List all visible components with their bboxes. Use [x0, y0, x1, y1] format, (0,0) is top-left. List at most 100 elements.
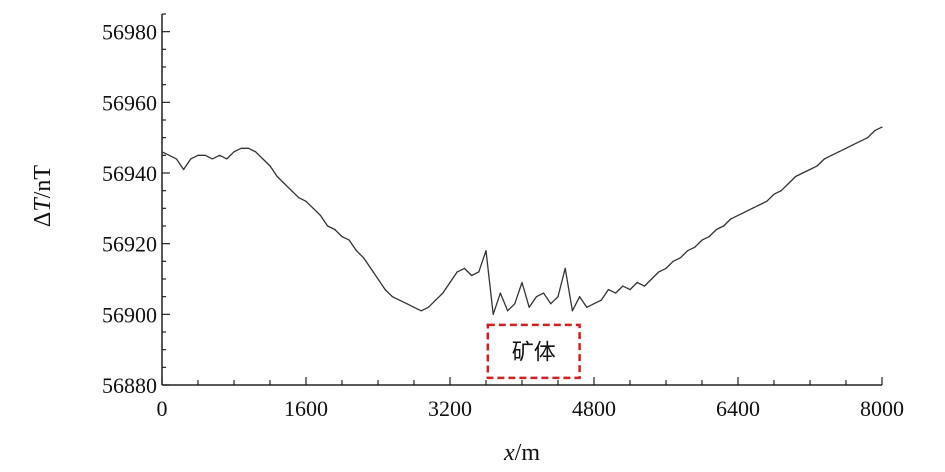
data-point [514, 303, 516, 305]
data-point [168, 154, 170, 156]
data-point [809, 168, 811, 171]
data-point [471, 274, 473, 277]
data-point [535, 296, 538, 298]
data-point [802, 172, 804, 174]
data-point [226, 158, 228, 160]
y-tick-label: 56920 [102, 232, 157, 257]
y-axis-title: ΔT/nT [30, 165, 56, 227]
data-point [881, 126, 883, 128]
data-point [816, 165, 818, 167]
data-point [399, 299, 401, 301]
data-point [355, 250, 357, 252]
data-point [672, 260, 674, 262]
data-point [283, 183, 285, 185]
data-point [701, 239, 703, 241]
data-point [787, 183, 790, 185]
y-tick-label: 56940 [102, 161, 157, 186]
data-point [838, 151, 840, 153]
annotation-box: 矿体 [486, 323, 581, 380]
data-point [593, 303, 595, 305]
x-tick-label: 4800 [572, 396, 616, 421]
data-point [219, 154, 221, 156]
x-axis-title-unit: /m [515, 440, 541, 466]
y-axis-title-unit: /nT [30, 165, 56, 199]
data-point [499, 292, 501, 294]
x-axis-ticks: 0 1600 3200 4800 6400 8000 [157, 377, 904, 421]
data-point [391, 296, 393, 298]
data-point [780, 190, 782, 192]
data-point [413, 306, 415, 308]
data-point [629, 289, 631, 291]
data-point [363, 257, 365, 259]
data-point [751, 207, 754, 209]
plot-area: 56880 56900 56920 56940 56960 56980 0 1600 3200… [102, 13, 904, 421]
y-tick-label: 56980 [102, 20, 157, 45]
data-point [406, 303, 408, 305]
data-point [852, 144, 854, 146]
data-point [348, 239, 350, 241]
data-point [521, 281, 523, 284]
x-tick-label: 0 [157, 396, 168, 421]
data-point [463, 267, 465, 269]
data-point [312, 207, 314, 209]
data-point [427, 306, 429, 308]
data-point [658, 271, 660, 273]
data-point [327, 225, 329, 227]
data-point [615, 292, 617, 294]
y-tick-label: 56880 [102, 373, 157, 398]
data-point [730, 218, 732, 220]
data-point [298, 197, 300, 199]
data-point [449, 281, 451, 284]
data-point [233, 151, 235, 153]
x-axis-title: x/m [503, 440, 540, 466]
data-point [859, 140, 862, 142]
data-point [600, 299, 602, 301]
data-point [550, 303, 552, 305]
data-point [715, 228, 718, 231]
data-point [571, 310, 574, 312]
x-axis-title-symbol: x [503, 440, 515, 466]
orebody-annotation-rect [486, 323, 581, 380]
y-axis-title-symbol: T [30, 197, 56, 212]
data-point [276, 175, 278, 178]
data-point [255, 151, 257, 153]
data-point [507, 310, 509, 312]
data-point [291, 190, 293, 192]
data-point [831, 154, 833, 156]
x-tick-label: 1600 [284, 396, 328, 421]
data-point [759, 204, 761, 206]
data-point [679, 257, 682, 259]
x-tick-label: 3200 [428, 396, 472, 421]
data-point [823, 158, 826, 160]
data-point [211, 158, 213, 160]
data-point [485, 250, 487, 252]
data-point [773, 193, 775, 195]
data-point [478, 271, 480, 273]
data-point [737, 214, 739, 216]
data-point [384, 289, 386, 291]
orebody-annotation-label: 矿体 [512, 340, 556, 365]
data-point [723, 225, 725, 227]
data-point [377, 278, 379, 280]
data-point [190, 158, 192, 160]
series-points [161, 126, 883, 315]
data-point [528, 306, 530, 308]
data-point [240, 147, 242, 149]
data-point [636, 281, 638, 284]
data-point [874, 130, 876, 132]
data-point [795, 175, 797, 178]
data-point [442, 292, 444, 294]
data-point [492, 313, 494, 315]
data-point [744, 211, 746, 213]
y-axis-title-delta: Δ [30, 212, 56, 227]
data-point [420, 310, 422, 312]
data-point [708, 236, 710, 238]
data-point [694, 246, 696, 248]
x-tick-label: 8000 [860, 396, 904, 421]
data-point [586, 306, 588, 308]
data-point [435, 299, 437, 301]
data-point [247, 147, 249, 149]
data-point [183, 168, 185, 171]
data-point [175, 158, 177, 160]
